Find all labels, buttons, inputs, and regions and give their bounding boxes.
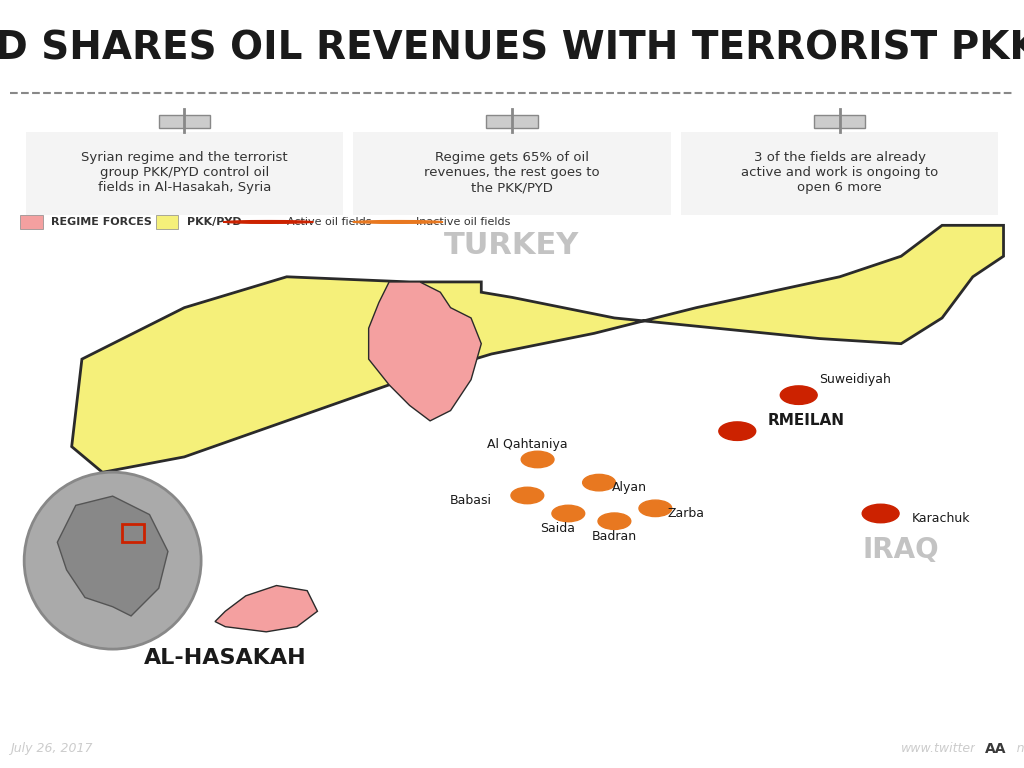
- Text: Alyan: Alyan: [612, 482, 647, 495]
- Text: REGIME FORCES: REGIME FORCES: [51, 217, 153, 227]
- Circle shape: [639, 500, 672, 517]
- Text: Karachuk: Karachuk: [911, 512, 970, 525]
- Text: www.twitter.com/anadoluagency: www.twitter.com/anadoluagency: [901, 743, 1024, 755]
- FancyBboxPatch shape: [26, 131, 343, 215]
- Text: Saida: Saida: [541, 522, 575, 535]
- Circle shape: [583, 475, 615, 491]
- FancyBboxPatch shape: [20, 215, 43, 229]
- Circle shape: [511, 487, 544, 504]
- Circle shape: [521, 452, 554, 468]
- FancyBboxPatch shape: [681, 131, 998, 215]
- Text: Inactive oil fields: Inactive oil fields: [410, 217, 510, 227]
- Text: Badran: Badran: [592, 530, 637, 543]
- FancyBboxPatch shape: [486, 115, 538, 128]
- Circle shape: [780, 386, 817, 405]
- Circle shape: [598, 513, 631, 529]
- Text: AL-HASAKAH: AL-HASAKAH: [144, 647, 306, 667]
- Text: RMEILAN: RMEILAN: [768, 413, 845, 429]
- FancyBboxPatch shape: [353, 131, 671, 215]
- Text: Zarba: Zarba: [668, 507, 705, 520]
- FancyBboxPatch shape: [814, 115, 865, 128]
- Text: Regime gets 65% of oil
revenues, the rest goes to
the PKK/PYD: Regime gets 65% of oil revenues, the res…: [424, 151, 600, 194]
- Circle shape: [552, 505, 585, 521]
- Circle shape: [862, 505, 899, 523]
- Text: Babasi: Babasi: [450, 494, 493, 507]
- Polygon shape: [72, 225, 1004, 472]
- Circle shape: [975, 735, 1017, 763]
- Text: Suweidiyah: Suweidiyah: [819, 373, 891, 386]
- Polygon shape: [57, 496, 168, 616]
- Text: ASSAD SHARES OIL REVENUES WITH TERRORIST PKK/PYD: ASSAD SHARES OIL REVENUES WITH TERRORIST…: [0, 29, 1024, 67]
- Text: PKK/PYD: PKK/PYD: [186, 217, 242, 227]
- Circle shape: [25, 472, 201, 649]
- Polygon shape: [215, 585, 317, 632]
- Text: Al Qahtaniya: Al Qahtaniya: [487, 438, 567, 451]
- Text: TURKEY: TURKEY: [444, 231, 580, 260]
- FancyBboxPatch shape: [156, 215, 178, 229]
- Circle shape: [719, 422, 756, 440]
- Polygon shape: [369, 282, 481, 421]
- Text: Syrian regime and the terrorist
group PKK/PYD control oil
fields in Al-Hasakah, : Syrian regime and the terrorist group PK…: [81, 151, 288, 194]
- Circle shape: [353, 220, 443, 223]
- FancyBboxPatch shape: [159, 115, 210, 128]
- Text: IRAQ: IRAQ: [863, 535, 939, 564]
- Text: 3 of the fields are already
active and work is ongoing to
open 6 more: 3 of the fields are already active and w…: [741, 151, 938, 194]
- Text: July 26, 2017: July 26, 2017: [10, 743, 93, 755]
- Text: Active oil fields: Active oil fields: [280, 217, 371, 227]
- Text: AA: AA: [985, 742, 1007, 756]
- Circle shape: [223, 220, 313, 223]
